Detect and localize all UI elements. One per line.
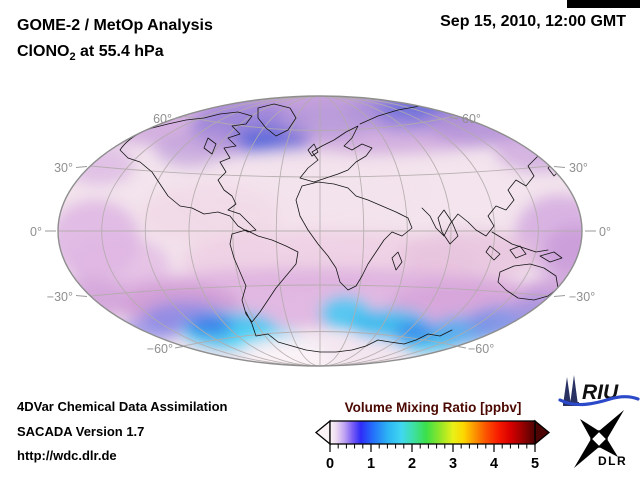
lat-label-right-s30: −30° <box>569 290 595 304</box>
species-name: ClONO <box>17 43 70 60</box>
dlr-logo: DLR <box>572 410 628 468</box>
colorbar-tick-2: 2 <box>408 456 416 472</box>
colorbar-tick-1: 1 <box>367 456 375 472</box>
map-graticule <box>58 96 582 366</box>
map-coastlines <box>119 103 563 353</box>
colorbar-right-arrow <box>534 419 551 446</box>
colorbar-svg: Volume Mixing Ratio [ppbv] 0 1 2 3 4 5 <box>314 400 551 472</box>
colorbar-gradient-bar <box>329 420 536 445</box>
dlr-logo-svg: DLR <box>574 410 627 468</box>
map-data-field <box>58 96 582 366</box>
lat-label-left-30: 30° <box>54 161 73 175</box>
map-boundary <box>57 95 583 367</box>
colorbar-legend: Volume Mixing Ratio [ppbv] 0 1 2 3 4 5 <box>310 395 558 477</box>
pressure-level: at 55.4 hPa <box>75 43 164 60</box>
riu-swoosh <box>558 395 640 407</box>
footer-line-version: SACADA Version 1.7 <box>17 424 145 439</box>
colorbar-minor-ticks <box>337 444 528 449</box>
colorbar-title: Volume Mixing Ratio [ppbv] <box>345 400 522 415</box>
latitude-labels: 60° 30° 0° −30° −60° 60° 30° 0° −30° −60… <box>30 112 611 356</box>
title-line2: ClONO2 at 55.4 hPa <box>17 39 213 70</box>
title-line1: GOME-2 / MetOp Analysis <box>17 17 213 34</box>
colorbar-tick-5: 5 <box>531 456 539 472</box>
colorbar-tick-0: 0 <box>326 456 334 472</box>
dlr-star-icon <box>574 410 624 468</box>
lat-label-right-30: 30° <box>569 161 588 175</box>
colorbar-tick-4: 4 <box>490 456 498 472</box>
riu-logo-svg: RIU <box>558 375 640 407</box>
page-title: GOME-2 / MetOp Analysis ClONO2 at 55.4 h… <box>17 13 213 70</box>
colorbar-left-arrow <box>314 419 331 446</box>
lat-label-left-0: 0° <box>30 225 42 239</box>
lat-label-left-s60: −60° <box>147 342 173 356</box>
datetime-label: Sep 15, 2010, 12:00 GMT <box>440 13 626 30</box>
footer-line-assimilation: 4DVar Chemical Data Assimilation <box>17 399 228 414</box>
riu-logo: RIU <box>558 372 640 412</box>
species-subscript: 2 <box>69 51 76 64</box>
dlr-center-diamond <box>589 429 609 449</box>
footer-line-url: http://wdc.dlr.de <box>17 448 117 463</box>
lat-label-right-60: 60° <box>462 112 481 126</box>
lat-label-right-s60: −60° <box>468 342 494 356</box>
colorbar-tick-3: 3 <box>449 456 457 472</box>
dlr-logo-text: DLR <box>598 454 627 468</box>
lat-label-left-60: 60° <box>153 112 172 126</box>
top-right-black-mark <box>567 0 640 8</box>
lat-label-right-0: 0° <box>599 225 611 239</box>
colorbar-major-ticks <box>329 444 536 452</box>
lat-label-left-s30: −30° <box>47 290 73 304</box>
